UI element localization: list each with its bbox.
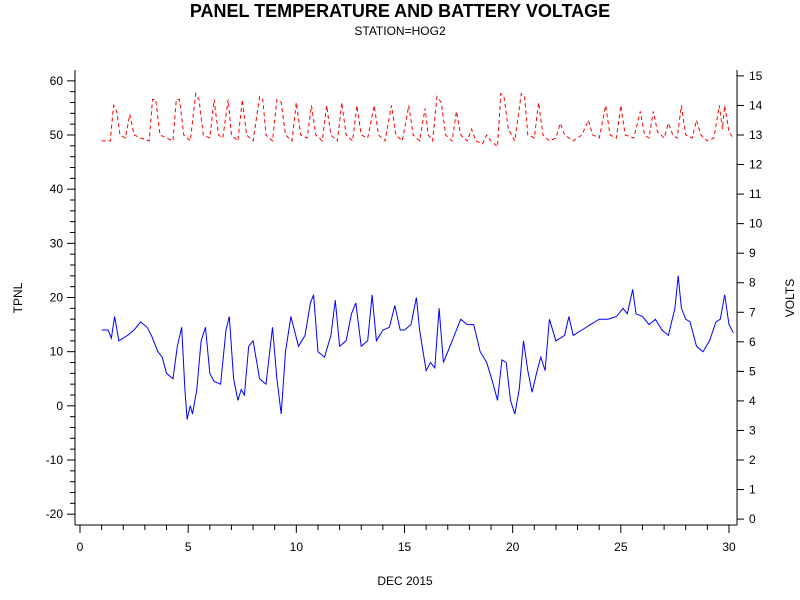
y-right-tick-label: 8: [749, 276, 756, 290]
x-tick-label: 20: [506, 540, 520, 554]
series-line-volts: [101, 92, 734, 148]
y-right-tick-label: 14: [749, 98, 763, 112]
y-left-tick-label: 40: [50, 182, 64, 196]
y-left-tick-label: 30: [50, 236, 64, 250]
y-left-tick-label: 50: [50, 128, 64, 142]
y-left-tick-label: 60: [50, 74, 64, 88]
y-right-tick-label: 9: [749, 246, 756, 260]
y-axis-label-left: TPNL: [11, 282, 25, 313]
y-right-tick-label: 2: [749, 453, 756, 467]
plot-area: [74, 70, 738, 526]
chart-subtitle: STATION=HOG2: [354, 24, 446, 38]
series-layer: [101, 92, 734, 420]
y-left-tick-label: -20: [46, 507, 64, 521]
y-right-tick-label: 7: [749, 305, 756, 319]
x-tick-label: 5: [185, 540, 192, 554]
y-right-tick-label: 5: [749, 364, 756, 378]
y-right-tick-label: 4: [749, 394, 756, 408]
y-right-tick-label: 3: [749, 423, 756, 437]
x-tick-label: 15: [398, 540, 412, 554]
x-tick-label: 0: [77, 540, 84, 554]
x-axis-label: DEC 2015: [377, 574, 433, 588]
x-axis: 0 5 10 15 20 25 30: [77, 525, 736, 554]
y-right-tick-label: 10: [749, 217, 763, 231]
x-tick-label: 10: [290, 540, 304, 554]
y-right-tick-label: 1: [749, 483, 756, 497]
x-tick-label: 30: [722, 540, 736, 554]
y-right-tick-label: 0: [749, 512, 756, 526]
y-right-tick-label: 15: [749, 69, 763, 83]
x-tick-label: 25: [614, 540, 628, 554]
series-line-tpnl: [101, 275, 734, 420]
y-axis-left: -20 -10 0 10 20 30 40 50 60: [46, 74, 75, 521]
y-right-tick-label: 12: [749, 158, 763, 172]
y-left-tick-label: 10: [50, 345, 64, 359]
y-right-tick-label: 13: [749, 128, 763, 142]
y-right-tick-label: 6: [749, 335, 756, 349]
y-axis-label-right: VOLTS: [783, 279, 797, 317]
y-left-tick-label: -10: [46, 453, 64, 467]
y-left-tick-label: 0: [56, 399, 63, 413]
y-right-tick-label: 11: [749, 187, 762, 201]
y-left-tick-label: 20: [50, 291, 64, 305]
chart-title: PANEL TEMPERATURE AND BATTERY VOLTAGE: [189, 1, 611, 21]
